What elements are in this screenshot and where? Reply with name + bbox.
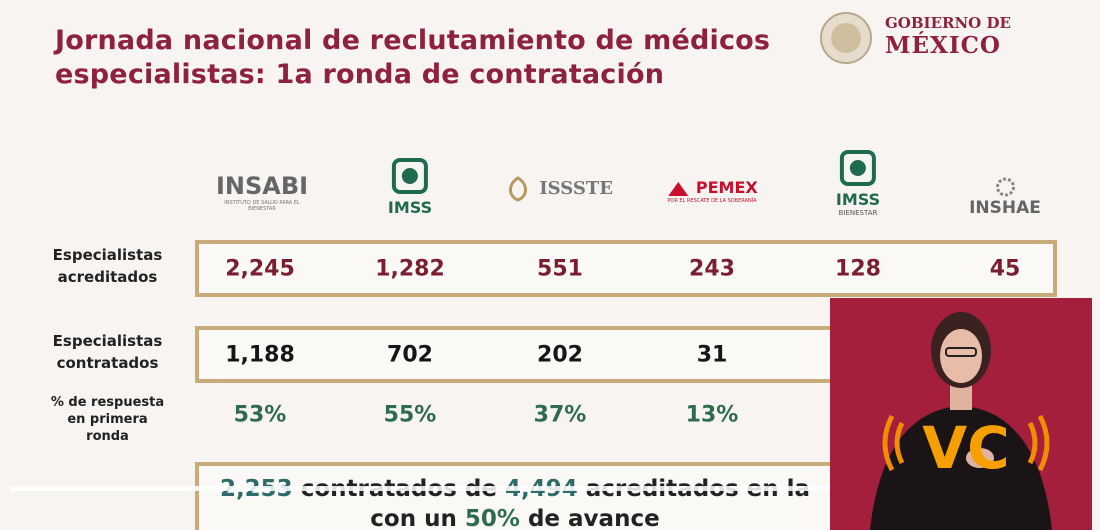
logo-text: IMSS xyxy=(835,190,881,209)
video-bar xyxy=(10,486,1090,491)
title: Jornada nacional de reclutamiento de méd… xyxy=(55,24,770,92)
logo-imss: IMSS xyxy=(388,158,432,217)
cell-value: 1,188 xyxy=(225,342,295,368)
row-label: % de respuesta en primera ronda xyxy=(20,394,195,445)
logo-pemex: PEMEX POR EL RESCATE DE LA SOBERANÍA xyxy=(666,178,757,204)
imss-icon xyxy=(839,150,876,186)
gov-line: MÉXICO xyxy=(885,32,1001,59)
logo-subtitle: BIENESTAR xyxy=(838,209,878,217)
cell-value: 551 xyxy=(537,256,583,282)
overlay-logo: VC xyxy=(922,414,1009,482)
label-line: Especialistas xyxy=(52,246,163,264)
issste-icon xyxy=(509,176,527,202)
summary-text: de avance xyxy=(527,506,660,530)
label-line: % de respuesta xyxy=(50,395,165,410)
summary-text: con un xyxy=(370,506,457,530)
accredited-box xyxy=(195,240,1057,297)
pemex-icon xyxy=(668,181,689,196)
cell-value: 37% xyxy=(533,402,587,428)
logo-insabi: INSABI INSTITUTO DE SALUD PARA EL BIENES… xyxy=(216,172,308,212)
logo-text: IMSS xyxy=(387,198,433,217)
cell-value: 13% xyxy=(685,402,739,428)
cell-value: 202 xyxy=(537,342,583,368)
logo-subtitle: POR EL RESCATE DE LA SOBERANÍA xyxy=(667,197,757,204)
cell-value: 45 xyxy=(989,256,1021,282)
label-line: acreditados xyxy=(57,268,158,286)
row-label: Especialistas acreditados xyxy=(20,244,195,288)
cell-value: 55% xyxy=(383,402,437,428)
logo-text: ISSSTE xyxy=(539,178,614,199)
government-logo: GOBIERNO DE MÉXICO xyxy=(885,14,1011,59)
cell-value: 31 xyxy=(696,342,728,368)
logo-imss-bienestar: IMSS BIENESTAR xyxy=(836,150,880,217)
label-line: en primera xyxy=(67,412,148,427)
summary-line: con un 50% de avance xyxy=(199,504,831,530)
row-label: Especialistas contratados xyxy=(20,330,195,374)
hired-box xyxy=(195,326,895,383)
cell-value: 702 xyxy=(387,342,433,368)
logo-inshae: INSHAE xyxy=(958,176,1053,218)
interpreter-window: VC xyxy=(830,298,1092,530)
summary-box: 2,253 contratados de 4,494 acreditados e… xyxy=(195,462,835,530)
cell-value: 53% xyxy=(233,402,287,428)
summary-percent: 50% xyxy=(464,506,520,530)
label-line: ronda xyxy=(86,429,129,444)
cell-value: 243 xyxy=(689,256,735,282)
label-line: contratados xyxy=(56,354,159,372)
logo-issste: ISSSTE xyxy=(503,176,613,202)
imss-icon xyxy=(391,158,428,194)
logo-subtitle: INSTITUTO DE SALUD PARA EL BIENESTAR xyxy=(224,200,300,212)
cell-value: 1,282 xyxy=(375,256,445,282)
label-line: Especialistas xyxy=(52,332,163,350)
cell-value: 2,245 xyxy=(225,256,295,282)
logo-text: INSHAE xyxy=(969,198,1041,218)
title-line: especialistas: 1a ronda de contratación xyxy=(55,59,665,90)
interpreter: VC xyxy=(870,312,1052,530)
gov-line: GOBIERNO DE xyxy=(885,14,1011,32)
logo-text: INSABI xyxy=(215,172,309,200)
title-line: Jornada nacional de reclutamiento de méd… xyxy=(55,25,771,56)
cell-value: 128 xyxy=(835,256,881,282)
logo-text: PEMEX xyxy=(695,178,758,197)
inshae-icon xyxy=(995,177,1015,197)
emblem xyxy=(820,12,872,64)
